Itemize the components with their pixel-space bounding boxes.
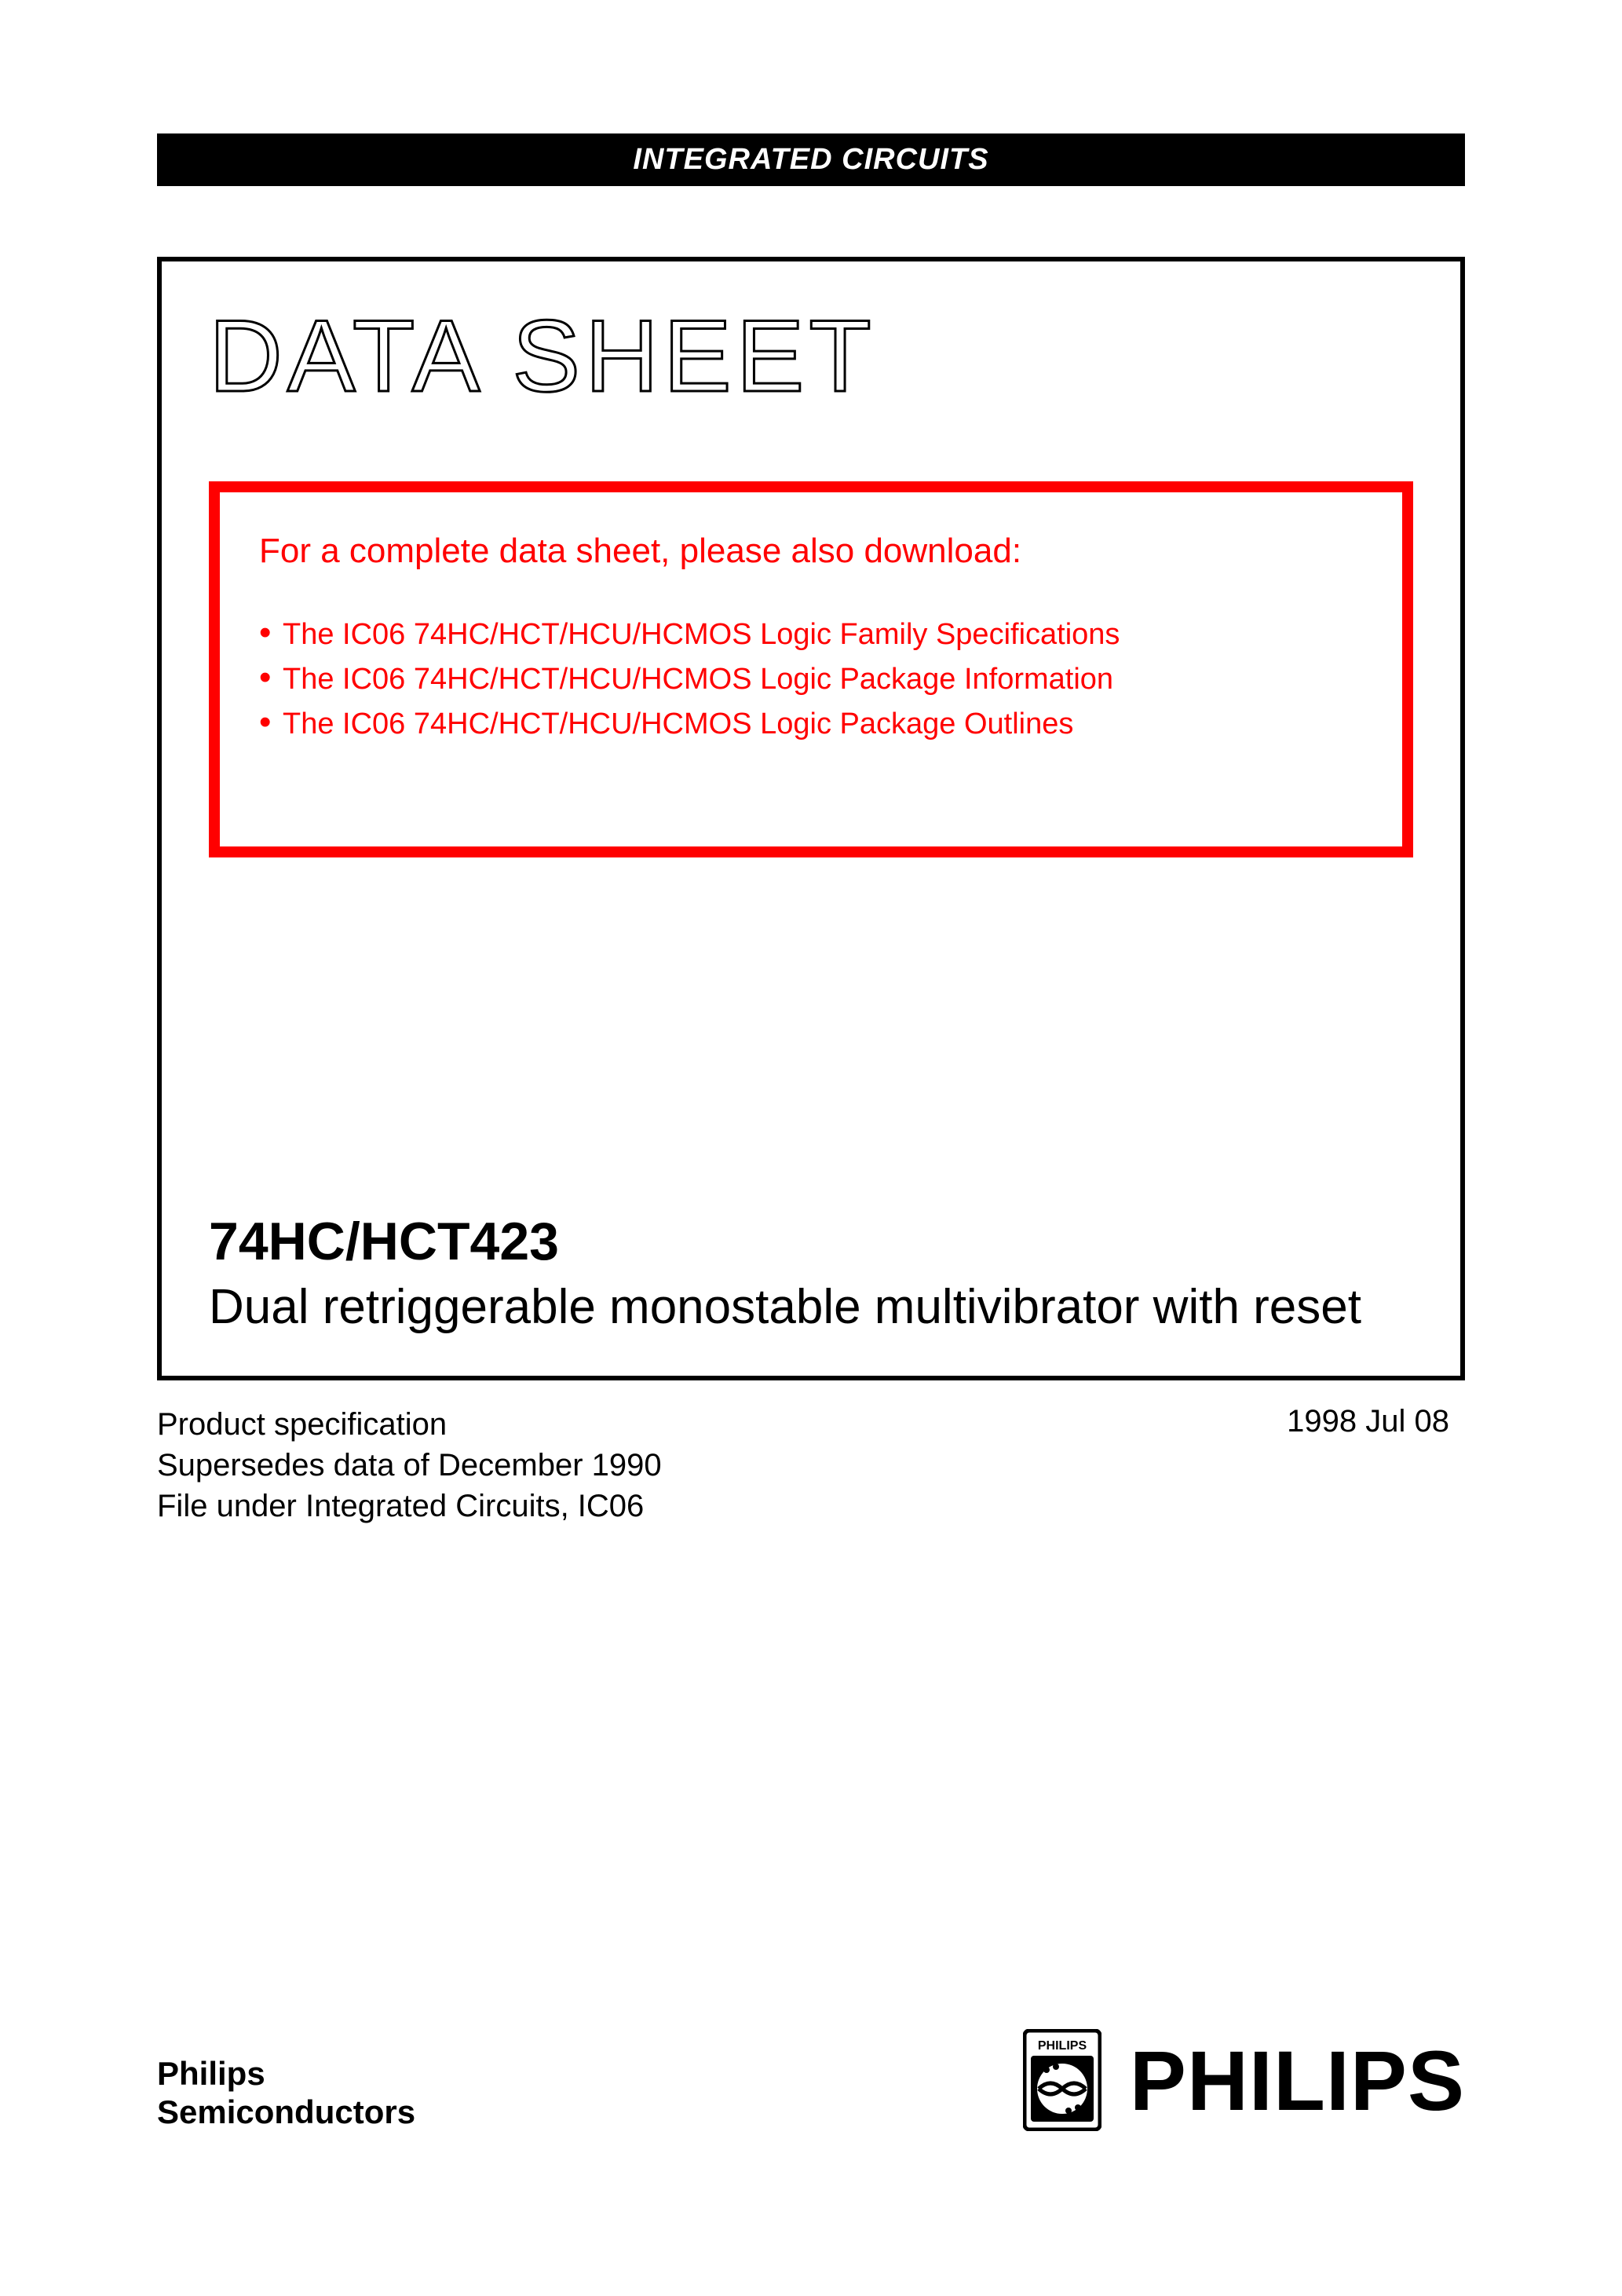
document-date: 1998 Jul 08 — [1287, 1404, 1465, 1526]
brand-division: Philips Semiconductors — [157, 2055, 415, 2131]
brand-footer: Philips Semiconductors PHILIPS PHILIPS — [157, 2029, 1465, 2131]
category-bar: INTEGRATED CIRCUITS — [157, 133, 1465, 186]
download-item: The IC06 74HC/HCT/HCU/HCMOS Logic Family… — [259, 618, 1363, 652]
download-item: The IC06 74HC/HCT/HCU/HCMOS Logic Packag… — [259, 707, 1363, 741]
footer-meta: Product specification Supersedes data of… — [157, 1404, 1465, 1526]
download-list: The IC06 74HC/HCT/HCU/HCMOS Logic Family… — [259, 618, 1363, 741]
brand-line2: Semiconductors — [157, 2093, 415, 2131]
main-frame: DATA SHEET For a complete data sheet, pl… — [157, 257, 1465, 1380]
brand-line1: Philips — [157, 2055, 415, 2093]
download-heading: For a complete data sheet, please also d… — [259, 532, 1363, 571]
file-under-text: File under Integrated Circuits, IC06 — [157, 1486, 662, 1526]
download-notice-box: For a complete data sheet, please also d… — [209, 481, 1413, 857]
title-text: DATA SHEET — [209, 309, 876, 411]
philips-shield-icon: PHILIPS — [1023, 2029, 1101, 2131]
part-description: Dual retriggerable monostable multivibra… — [209, 1278, 1413, 1336]
part-number: 74HC/HCT423 — [209, 1211, 1413, 1272]
document-title: DATA SHEET — [209, 309, 1413, 411]
svg-text:PHILIPS: PHILIPS — [1038, 2039, 1087, 2053]
philips-wordmark: PHILIPS — [1130, 2031, 1465, 2130]
supersedes-text: Supersedes data of December 1990 — [157, 1445, 662, 1486]
download-item: The IC06 74HC/HCT/HCU/HCMOS Logic Packag… — [259, 663, 1363, 696]
spec-label: Product specification — [157, 1404, 662, 1445]
